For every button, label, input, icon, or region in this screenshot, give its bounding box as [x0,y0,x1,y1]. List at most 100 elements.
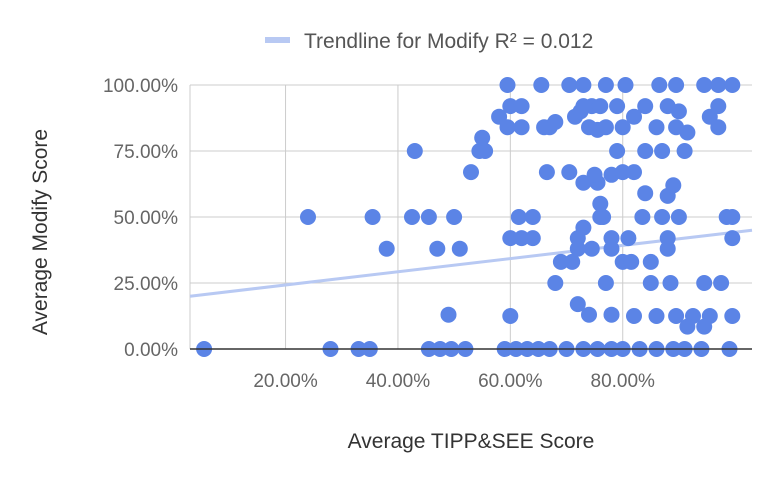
data-point [474,129,491,146]
data-point [637,185,654,202]
data-point [710,77,727,93]
x-tick-label: 20.00% [253,371,318,392]
data-point [575,77,592,93]
data-point [603,306,620,323]
data-point [586,166,603,183]
data-point [642,275,659,291]
data-point [575,219,592,236]
data-point [524,230,541,247]
data-point [420,209,437,225]
data-point [654,143,671,159]
data-point [662,275,679,291]
data-point [724,209,741,225]
data-point [696,275,713,291]
data-point [513,98,530,115]
data-point [510,209,527,225]
trendline-layer [189,228,753,298]
data-point [696,318,713,335]
data-point [648,308,665,324]
data-point [502,308,519,324]
data-point [451,240,468,257]
data-point [597,77,614,93]
data-point [592,195,609,212]
data-point [446,209,463,225]
x-axis-ticks: 20.00% 40.00% 60.00% 80.00% [253,371,655,392]
data-point [713,275,730,291]
data-point [609,98,626,115]
data-point [648,119,665,136]
x-tick-label: 60.00% [478,371,543,392]
x-tick-label: 80.00% [591,371,656,392]
data-point [502,230,519,247]
data-point [651,77,668,93]
data-point [668,77,685,93]
data-point [626,308,642,324]
data-point [620,230,637,247]
y-axis-title: Average Modify Score [29,129,52,335]
data-point [581,119,597,136]
data-point [300,209,316,225]
y-tick-label: 75.00% [114,142,179,163]
data-point [440,306,457,323]
x-axis-title: Average TIPP&SEE Score [348,430,595,453]
data-point [552,253,569,270]
trendline [189,228,753,298]
data-point [670,209,687,225]
data-point [668,308,685,324]
data-point [637,98,654,115]
data-point [502,98,519,115]
data-point [679,318,696,335]
data-point [597,119,614,136]
data-point [634,209,651,225]
data-point [696,77,713,93]
y-tick-label: 50.00% [114,208,179,229]
data-point [364,209,381,225]
data-point [513,119,530,136]
data-point [561,77,578,93]
data-point [603,230,620,247]
y-axis-ticks: 0.00% 25.00% 50.00% 75.00% 100.00% [103,76,178,361]
data-point [575,174,592,191]
data-point [609,143,626,159]
data-point [513,230,530,247]
data-point [581,306,597,323]
data-point [538,164,555,181]
gridlines [189,84,752,349]
legend: Trendline for Modify R² = 0.012 [265,30,593,53]
data-point [614,164,631,181]
data-point [429,240,446,257]
data-point [626,108,642,125]
data-point [597,275,614,291]
data-point [533,77,550,93]
data-point [626,164,642,181]
data-point [561,164,578,181]
data-point [617,77,634,93]
data-point [710,119,727,136]
data-point [378,240,395,257]
y-tick-label: 0.00% [124,340,178,361]
data-point [592,209,609,225]
data-point [499,119,516,136]
legend-label: Trendline for Modify R² = 0.012 [304,30,593,53]
data-point [575,98,592,115]
data-point [665,177,682,194]
x-tick-label: 40.00% [366,371,431,392]
data-point [659,230,676,247]
data-point [724,230,741,247]
data-point [724,77,741,93]
data-point [676,143,693,159]
y-tick-label: 25.00% [114,274,179,295]
data-point [404,209,420,225]
data-point [668,119,685,136]
data-point [499,77,516,93]
data-point [477,143,494,159]
data-point [406,143,423,159]
data-point [642,253,659,270]
data-point [569,296,586,313]
data-point [592,98,609,115]
data-point [623,253,640,270]
data-point [614,119,631,136]
data-point [564,253,581,270]
data-point [637,143,654,159]
